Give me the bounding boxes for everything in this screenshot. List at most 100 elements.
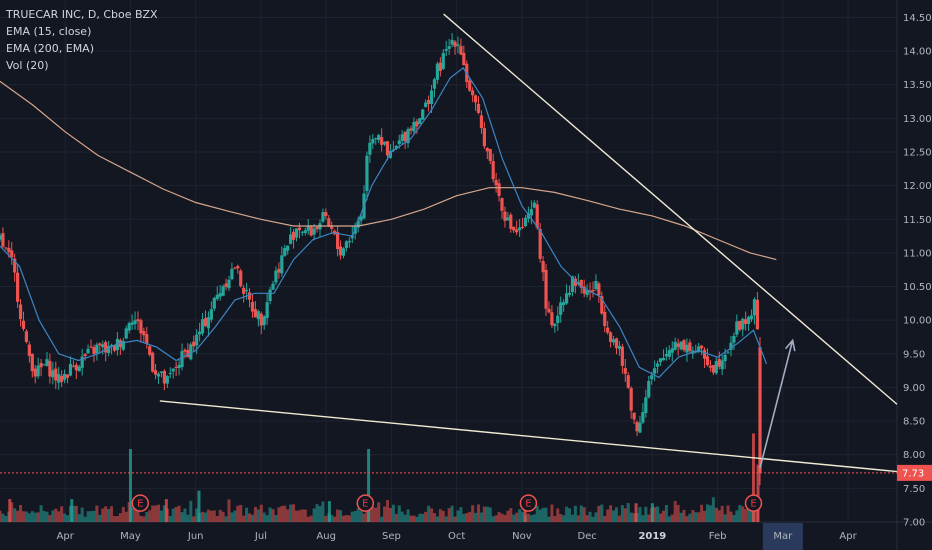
volume-bar	[101, 508, 105, 522]
earnings-marker[interactable]	[131, 494, 150, 512]
candle-body	[189, 344, 193, 360]
volume-bar	[239, 504, 243, 522]
candle-body	[262, 316, 266, 326]
volume-bar	[77, 514, 81, 522]
volume-bar	[394, 513, 398, 522]
volume-bar	[362, 513, 366, 522]
volume-spike-bar	[164, 499, 168, 522]
candle-body	[723, 354, 727, 362]
volume-bar	[171, 508, 175, 522]
volume-bar	[274, 515, 278, 522]
candle-body	[297, 227, 302, 231]
volume-bar	[57, 511, 61, 522]
volume-bar	[400, 511, 404, 522]
volume-bar	[474, 512, 478, 522]
volume-bar	[174, 506, 178, 522]
candle-body	[68, 363, 73, 376]
candle-body	[485, 147, 489, 152]
candle-body	[544, 269, 548, 309]
x-tick-label: Mar	[773, 531, 793, 542]
y-tick-label: 7.00	[903, 518, 925, 529]
y-tick-label: 9.50	[903, 349, 925, 360]
volume-bar	[242, 515, 246, 522]
legend-ema200[interactable]: EMA (200, EMA)	[6, 42, 94, 55]
volume-bar	[24, 511, 28, 522]
y-tick-label: 7.50	[903, 484, 925, 495]
candle-body	[682, 340, 686, 351]
candle-body	[697, 346, 701, 353]
candle-body	[306, 225, 310, 231]
volume-bar	[703, 510, 707, 522]
volume-bar	[344, 514, 348, 522]
candle-body	[429, 90, 434, 104]
volume-bar	[418, 513, 422, 522]
candle-body	[221, 286, 225, 296]
volume-bar	[292, 504, 296, 522]
volume-bar	[268, 507, 272, 522]
volume-bar	[318, 506, 322, 522]
earnings-marker[interactable]	[356, 494, 375, 512]
volume-bar	[626, 503, 630, 522]
volume-bar	[71, 506, 75, 522]
trendline-upper[interactable]	[443, 13, 898, 405]
candle-body	[57, 373, 61, 383]
volume-bar	[107, 509, 111, 522]
volume-bar	[638, 507, 642, 522]
candle-body	[239, 270, 243, 287]
candle-body	[109, 344, 114, 346]
volume-bar	[48, 515, 52, 522]
candle-body	[435, 63, 440, 80]
candle-body	[121, 340, 125, 350]
volume-bar	[694, 512, 698, 522]
candle-body	[606, 327, 610, 333]
candle-body	[315, 226, 319, 230]
ema200-line	[0, 80, 777, 261]
legend-volume[interactable]: Vol (20)	[6, 59, 49, 72]
candle-body	[541, 260, 545, 273]
volume-bar	[45, 511, 49, 522]
candle-body	[462, 52, 466, 66]
volume-bar	[315, 504, 319, 522]
legend-symbol[interactable]: TRUECAR INC, D, Cboe BZX	[6, 8, 158, 21]
candle-body	[268, 289, 272, 302]
candle-body	[518, 227, 522, 231]
legend-ema15[interactable]: EMA (15, close)	[6, 25, 92, 38]
volume-bar	[256, 509, 260, 522]
candle-body	[95, 344, 99, 354]
volume-bar	[383, 506, 387, 522]
candle-body	[101, 344, 105, 348]
volume-bar	[306, 516, 310, 522]
volume-bar	[1, 513, 5, 522]
volume-bar	[573, 505, 577, 522]
trendline-lower[interactable]	[159, 400, 898, 473]
volume-bar	[614, 507, 618, 522]
x-tick-label: Jun	[187, 531, 204, 542]
earnings-marker[interactable]	[519, 494, 538, 512]
candle-body	[532, 202, 536, 208]
candle-body	[377, 135, 381, 140]
candle-body	[142, 330, 146, 336]
projection-arrow-line[interactable]	[759, 340, 794, 469]
earnings-marker[interactable]	[744, 494, 763, 512]
projection-arrow-head[interactable]	[784, 338, 796, 352]
candle-body	[526, 213, 531, 219]
volume-bar	[19, 505, 23, 522]
candle-body	[124, 328, 128, 339]
volume-bar	[148, 510, 152, 522]
volume-bar	[594, 512, 598, 522]
candle-body	[667, 350, 671, 357]
candle-body	[10, 250, 14, 258]
candle-body	[676, 343, 680, 347]
x-tick-label: Nov	[512, 531, 532, 542]
candle-body	[482, 128, 486, 147]
candle-body	[145, 334, 149, 344]
candle-body	[289, 234, 293, 244]
last-price-badge[interactable]	[897, 464, 932, 481]
volume-bar	[265, 515, 269, 522]
candle-body	[286, 245, 290, 251]
volume-bar	[641, 515, 645, 522]
volume-bar	[374, 507, 378, 522]
x-tick-label: Aug	[316, 531, 336, 542]
volume-bar	[588, 511, 592, 522]
